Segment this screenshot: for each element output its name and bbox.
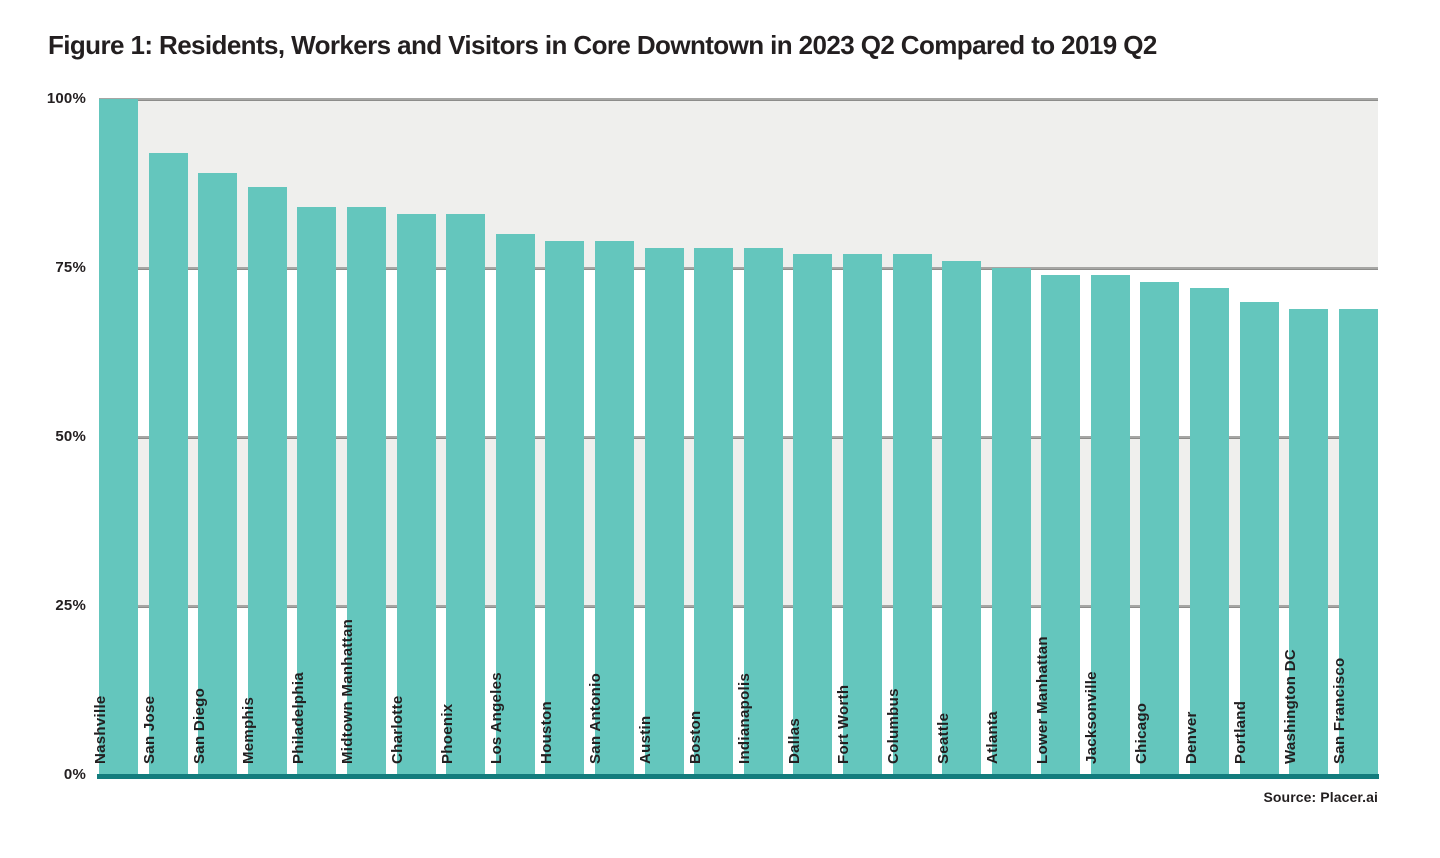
bar: Jacksonville: [1083, 274, 1130, 775]
bar-label: Lower Manhattan: [1033, 636, 1051, 764]
y-axis-label: 25%: [55, 597, 86, 614]
y-axis-label: 0%: [63, 766, 86, 783]
bar-label: San Antonio: [587, 672, 605, 764]
bar-label: Atlanta: [984, 711, 1002, 764]
bar-label: Indianapolis: [736, 672, 754, 764]
bar: Los Angeles: [488, 234, 535, 775]
bar: Portland: [1232, 301, 1279, 775]
bar-label: Denver: [1182, 711, 1200, 764]
bar: Lower Manhattan: [1034, 274, 1081, 775]
bar: Nashville: [92, 99, 138, 775]
bar: Columbus: [885, 254, 932, 775]
bar: Denver: [1183, 288, 1230, 775]
y-axis-label: 100%: [46, 90, 86, 107]
bar-label: Phoenix: [438, 703, 456, 764]
bar-label: Chicago: [1132, 702, 1150, 764]
bar: San Antonio: [587, 240, 634, 775]
bar: San Francisco: [1331, 308, 1378, 775]
bar: Dallas: [786, 254, 833, 775]
figure-title: Figure 1: Residents, Workers and Visitor…: [48, 30, 1157, 60]
bar-label: Dallas: [785, 718, 803, 764]
bar-label: Philadelphia: [289, 672, 307, 764]
bar-label: Columbus: [885, 688, 902, 764]
bar-label: San Jose: [141, 695, 159, 764]
y-axis-label: 50%: [55, 428, 86, 445]
bar-label: Boston: [686, 710, 704, 764]
bar: Atlanta: [984, 268, 1031, 775]
bar: Midtown Manhattan: [339, 207, 386, 775]
bar-label: Jacksonville: [1083, 671, 1101, 764]
bar-label: Memphis: [240, 696, 258, 764]
source-credit: Source: Placer.ai: [1263, 789, 1378, 805]
bar: Memphis: [240, 186, 287, 775]
bar-label: Houston: [537, 701, 555, 764]
bar: Seattle: [935, 261, 982, 775]
bar-label: Los Angeles: [488, 672, 506, 764]
bar-label: Portland: [1232, 700, 1250, 764]
bar: Chicago: [1133, 281, 1180, 775]
bar-label: San Francisco: [1331, 657, 1349, 764]
bar: Fort Worth: [835, 254, 882, 775]
bar: Houston: [538, 240, 585, 775]
bar-label: Austin: [637, 715, 655, 764]
bar: Charlotte: [389, 213, 436, 775]
gridline: [99, 436, 1378, 438]
bar-label: Seattle: [934, 712, 952, 764]
bar: Phoenix: [439, 213, 486, 775]
bar-label: Washington DC: [1281, 649, 1299, 764]
bars-group: Nashville San Jose San Diego Memphis Philade…: [92, 99, 1378, 775]
bar-label: Midtown Manhattan: [339, 618, 357, 764]
bar: Indianapolis: [736, 247, 783, 775]
bar: San Jose: [141, 153, 188, 775]
y-axis-label: 75%: [55, 259, 86, 276]
bar-label: Fort Worth: [835, 684, 853, 764]
bar-label: Nashville: [91, 695, 109, 764]
gridline: [99, 267, 1378, 269]
plot-area: Nashville San Jose San Diego Memphis Philade…: [92, 98, 1379, 779]
x-axis-baseline: [97, 774, 1379, 779]
bar: Austin: [637, 247, 684, 775]
y-axis: 100% 75% 50% 25% 0%: [0, 0, 86, 858]
gridline: [99, 605, 1378, 607]
bar: Philadelphia: [290, 207, 337, 775]
bar: Washington DC: [1282, 308, 1329, 775]
bar-label: San Diego: [190, 687, 208, 764]
bar: Boston: [687, 247, 734, 775]
bar: San Diego: [191, 173, 238, 775]
bar-label: Charlotte: [389, 695, 407, 764]
gridline: [99, 98, 1378, 100]
